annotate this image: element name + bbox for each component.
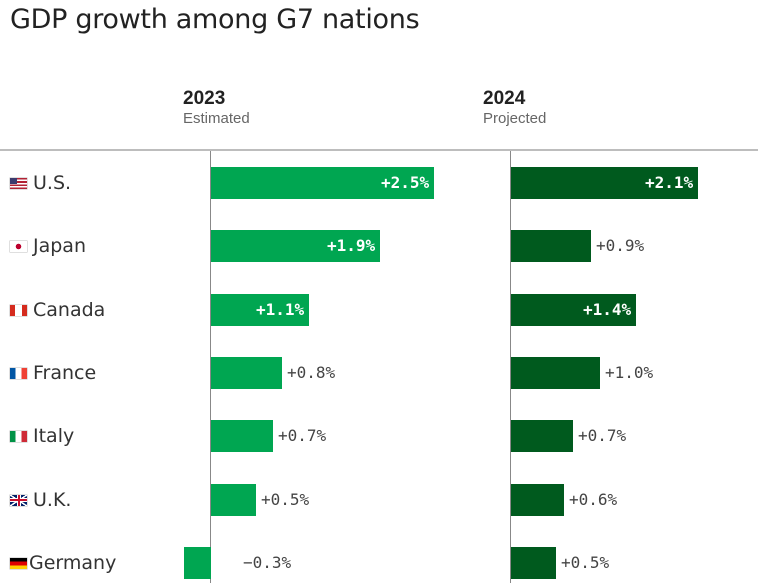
uk-flag-icon: [10, 494, 27, 506]
country-label: Germany: [10, 550, 116, 576]
country-label: U.S.: [10, 170, 71, 196]
country-name: France: [33, 362, 97, 384]
italy-flag-icon: [10, 430, 27, 442]
bar: [211, 420, 273, 452]
value-label: +0.7%: [578, 426, 627, 445]
bar: [511, 167, 698, 199]
bar: [211, 167, 434, 199]
country-name: Japan: [33, 235, 86, 257]
country-label: U.K.: [10, 487, 71, 513]
value-label: +1.4%: [583, 300, 632, 319]
bar: [184, 547, 211, 579]
country-name: Italy: [33, 425, 75, 447]
bar: [511, 420, 573, 452]
us-flag-icon: [10, 177, 27, 189]
value-label: +2.1%: [645, 173, 694, 192]
country-name: Germany: [29, 552, 117, 574]
value-label: +0.6%: [569, 490, 618, 509]
bar: [511, 294, 636, 326]
bar: [511, 357, 600, 389]
country-name: Canada: [33, 299, 106, 321]
value-label: +2.5%: [381, 173, 430, 192]
country-name: U.S.: [33, 172, 72, 194]
france-flag-icon: [10, 367, 27, 379]
country-label: Italy: [10, 423, 74, 449]
bar: [211, 484, 256, 516]
japan-flag-icon: [10, 240, 27, 252]
value-label: +1.0%: [605, 363, 654, 382]
germany-flag-icon: [10, 557, 27, 569]
canada-flag-icon: [10, 304, 27, 316]
country-label: Japan: [10, 233, 86, 259]
value-label: −0.3%: [243, 553, 292, 572]
country-label: Canada: [10, 297, 105, 323]
value-label: +0.5%: [261, 490, 310, 509]
value-label: +1.9%: [327, 236, 376, 255]
bar: [211, 294, 309, 326]
value-label: +0.5%: [561, 553, 610, 572]
country-name: U.K.: [33, 489, 72, 511]
value-label: +1.1%: [256, 300, 305, 319]
bar: [511, 484, 564, 516]
value-label: +0.8%: [287, 363, 336, 382]
column-subtitle: Projected: [483, 110, 547, 127]
bar: [511, 547, 556, 579]
bar: [211, 230, 380, 262]
zero-axis-2024: [510, 151, 511, 583]
value-label: +0.7%: [278, 426, 327, 445]
value-label: +0.9%: [596, 236, 645, 255]
bar: [211, 357, 282, 389]
header-rule: [0, 149, 758, 151]
column-year: 2023: [183, 88, 226, 109]
column-header-2024: 2024 Projected: [483, 88, 546, 128]
column-header-2023: 2023 Estimated: [183, 88, 250, 128]
column-year: 2024: [483, 88, 526, 109]
chart-title: GDP growth among G7 nations: [10, 4, 420, 35]
bar: [511, 230, 591, 262]
column-subtitle: Estimated: [183, 110, 250, 127]
zero-axis-2023: [210, 151, 211, 583]
country-label: France: [10, 360, 96, 386]
